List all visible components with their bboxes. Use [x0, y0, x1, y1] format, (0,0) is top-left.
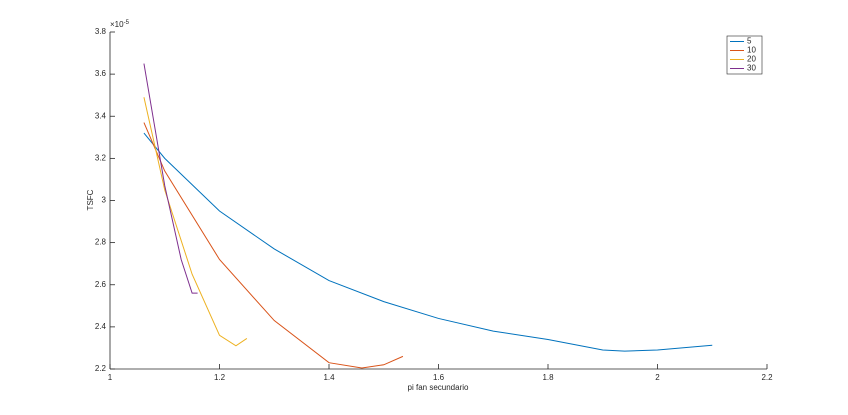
y-tick-label: 3.4	[95, 111, 107, 120]
y-tick-label: 2.2	[95, 364, 107, 373]
y-scale-label: ×10-5	[110, 20, 130, 30]
y-tick-label: 3.2	[95, 153, 107, 162]
x-tick-label: 2.2	[761, 373, 773, 382]
x-tick-label: 1.4	[323, 373, 335, 382]
legend-label: 10	[747, 46, 756, 55]
y-tick-label: 3.8	[95, 27, 107, 36]
legend-box	[726, 35, 763, 75]
y-tick-label: 3	[102, 196, 107, 205]
legend-label: 30	[747, 64, 756, 73]
y-tick-label: 2.4	[95, 322, 107, 331]
line	[143, 132, 713, 352]
x-tick-label: 1.2	[214, 373, 226, 382]
y-tick-label: 3.6	[95, 69, 107, 78]
y-axis-label: TSFC	[86, 189, 95, 210]
line	[143, 63, 198, 294]
x-axis-label: pi fan secundario	[408, 383, 469, 392]
x-tick-label: 1.6	[433, 373, 445, 382]
y-tick-label: 2.8	[95, 238, 107, 247]
y-scale-exponent: -5	[124, 20, 130, 26]
y-tick-label: 2.6	[95, 280, 107, 289]
x-tick-label: 2	[655, 373, 660, 382]
legend-label: 5	[747, 37, 752, 46]
line	[143, 122, 404, 369]
line	[143, 97, 248, 347]
y-scale-base: ×10	[110, 20, 124, 29]
x-tick-label: 1.8	[542, 373, 554, 382]
legend-label: 20	[747, 55, 756, 64]
x-tick-label: 1	[108, 373, 113, 382]
